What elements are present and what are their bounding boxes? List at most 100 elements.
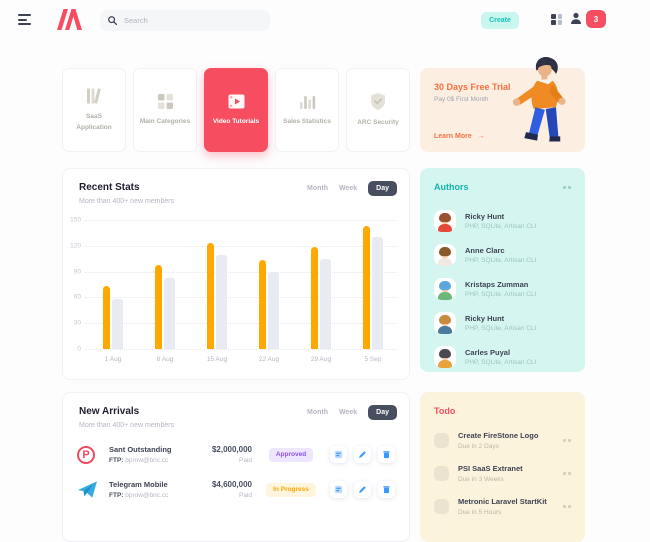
gridline bbox=[85, 271, 397, 273]
free-trial-card: 30 Days Free Trial Pay 0$ First Month Le… bbox=[420, 56, 585, 152]
app-logo[interactable] bbox=[56, 9, 82, 35]
filter-month[interactable]: Month bbox=[306, 409, 328, 416]
notification-badge[interactable]: 3 bbox=[586, 10, 606, 28]
bar-group[interactable]: 1 Aug bbox=[103, 220, 123, 363]
pencil-icon bbox=[359, 451, 366, 458]
avatar bbox=[434, 278, 456, 300]
author-list-item[interactable]: Anne Clarc PHP, SQLite, Artisan CLI bbox=[420, 238, 585, 272]
filter-month[interactable]: Month bbox=[306, 185, 328, 192]
gridline bbox=[85, 349, 397, 350]
books-icon bbox=[86, 88, 101, 104]
telegram-logo bbox=[78, 481, 97, 498]
new-arrivals-subtitle: More than 400+ new members bbox=[79, 422, 175, 429]
delete-button[interactable] bbox=[378, 446, 395, 463]
bar-previous bbox=[112, 299, 123, 349]
table-row[interactable]: Telegram Mobile FTP: bprow@bnc.cc $4,600… bbox=[63, 472, 409, 507]
bar-group[interactable]: 29 Aug bbox=[311, 220, 331, 363]
x-axis-tick-label: 1 Aug bbox=[104, 356, 122, 363]
delete-button[interactable] bbox=[378, 481, 395, 498]
arrival-ftp: FTP: bprow@bnc.cc bbox=[109, 457, 169, 464]
author-name: Anne Clarc bbox=[465, 246, 505, 255]
authors-list: Ricky Hunt PHP, SQLite, Artisan CLI Anne… bbox=[420, 204, 585, 374]
search-bar[interactable] bbox=[100, 10, 270, 31]
category-card-video-tutorials[interactable]: Video Tutorials bbox=[204, 68, 268, 152]
filter-day[interactable]: Day bbox=[368, 181, 397, 196]
filter-week[interactable]: Week bbox=[338, 409, 358, 416]
producthunt-logo: P bbox=[77, 445, 95, 464]
bar-current bbox=[207, 243, 214, 349]
author-list-item[interactable]: Ricky Hunt PHP, SQLite, Artisan CLI bbox=[420, 204, 585, 238]
filter-week[interactable]: Week bbox=[338, 185, 358, 192]
table-row[interactable]: P Sant Outstanding FTP: bprow@bnc.cc $2,… bbox=[63, 437, 409, 472]
todo-item[interactable]: Create FireStone Logo Due in 2 Days bbox=[420, 424, 585, 457]
todo-item-title: Create FireStone Logo bbox=[458, 431, 539, 440]
arrival-name: Telegram Mobile bbox=[109, 480, 168, 489]
author-skills: PHP, SQLite, Artisan CLI bbox=[465, 359, 537, 366]
todo-item[interactable]: PSI SaaS Extranet Due in 3 Weeks bbox=[420, 457, 585, 490]
gridline bbox=[85, 323, 397, 325]
recent-stats-card: Recent Stats More than 400+ new members … bbox=[62, 168, 410, 380]
y-axis-tick-label: 30 bbox=[73, 319, 81, 327]
category-card-saas-application[interactable]: SaaS Application bbox=[62, 68, 126, 152]
bar-group[interactable]: 15 Aug bbox=[207, 220, 227, 363]
author-list-item[interactable]: Kristaps Zumman PHP, SQLite, Artisan CLI bbox=[420, 272, 585, 306]
status-badge: Approved bbox=[268, 447, 314, 462]
menu-toggle-icon[interactable] bbox=[18, 14, 32, 28]
gridline bbox=[85, 245, 397, 247]
walking-person-illustration bbox=[512, 56, 566, 142]
todo-item[interactable]: Metronic Laravel StartKit Due in 5 Hours bbox=[420, 490, 585, 523]
search-input[interactable] bbox=[122, 15, 256, 26]
author-skills: PHP, SQLite, Artisan CLI bbox=[465, 325, 537, 332]
category-card-arc-security[interactable]: ARC Security bbox=[346, 68, 410, 152]
trash-icon bbox=[383, 451, 390, 459]
more-icon[interactable] bbox=[562, 439, 571, 442]
more-icon[interactable] bbox=[562, 186, 571, 189]
todo-list: Create FireStone Logo Due in 2 Days PSI … bbox=[420, 424, 585, 523]
x-axis-tick-label: 8 Aug bbox=[156, 356, 174, 363]
bar-previous bbox=[268, 272, 279, 349]
create-button[interactable]: Create bbox=[481, 12, 519, 29]
more-icon[interactable] bbox=[562, 505, 571, 508]
view-button[interactable] bbox=[330, 446, 347, 463]
apps-grid-icon[interactable] bbox=[551, 14, 562, 25]
edit-button[interactable] bbox=[354, 446, 371, 463]
view-button[interactable] bbox=[330, 481, 347, 498]
bar-group[interactable]: 8 Aug bbox=[155, 220, 175, 363]
bar-current bbox=[155, 264, 162, 349]
video-film-icon bbox=[228, 94, 244, 109]
learn-more-link[interactable]: Learn More → bbox=[434, 133, 485, 140]
user-profile-icon[interactable] bbox=[570, 12, 582, 30]
filter-day[interactable]: Day bbox=[368, 405, 397, 420]
authors-card: Authors Ricky Hunt PHP, SQLite, Artisan … bbox=[420, 168, 585, 372]
x-axis-tick-label: 29 Aug bbox=[310, 356, 332, 363]
checkbox[interactable] bbox=[434, 499, 449, 514]
pencil-icon bbox=[359, 486, 366, 493]
todo-item-due: Due in 5 Hours bbox=[458, 509, 502, 516]
author-name: Ricky Hunt bbox=[465, 212, 505, 221]
bar-chart-icon bbox=[300, 95, 316, 109]
edit-button[interactable] bbox=[354, 481, 371, 498]
checkbox[interactable] bbox=[434, 433, 449, 448]
bar-group[interactable]: 5 Sep bbox=[363, 220, 383, 363]
arrival-name: Sant Outstanding bbox=[109, 445, 172, 454]
category-label: Sales Statistics bbox=[283, 117, 331, 125]
recent-stats-chart: 150 120 90 60 30 0 1 Aug 8 Aug 15 Aug 22 Aug 29 Au… bbox=[70, 217, 397, 363]
more-icon[interactable] bbox=[562, 472, 571, 475]
bar-current bbox=[259, 260, 266, 349]
todo-item-due: Due in 2 Days bbox=[458, 443, 499, 450]
person-icon bbox=[571, 12, 581, 24]
trial-subtitle: Pay 0$ First Month bbox=[434, 96, 489, 103]
avatar bbox=[434, 244, 456, 266]
y-axis-tick-label: 90 bbox=[73, 268, 81, 276]
arrival-amount-status: Paid bbox=[238, 457, 252, 464]
category-card-sales-statistics[interactable]: Sales Statistics bbox=[275, 68, 339, 152]
bar-group[interactable]: 22 Aug bbox=[259, 220, 279, 363]
category-card-main-categories[interactable]: Main Categories bbox=[133, 68, 197, 152]
checkbox[interactable] bbox=[434, 466, 449, 481]
author-list-item[interactable]: Carles Puyal PHP, SQLite, Artisan CLI bbox=[420, 340, 585, 374]
todo-card: Todo Create FireStone Logo Due in 2 Days… bbox=[420, 392, 585, 542]
author-list-item[interactable]: Ricky Hunt PHP, SQLite, Artisan CLI bbox=[420, 306, 585, 340]
category-label: ARC Security bbox=[357, 118, 399, 126]
arrival-amount-status: Paid bbox=[238, 492, 252, 499]
avatar bbox=[434, 210, 456, 232]
